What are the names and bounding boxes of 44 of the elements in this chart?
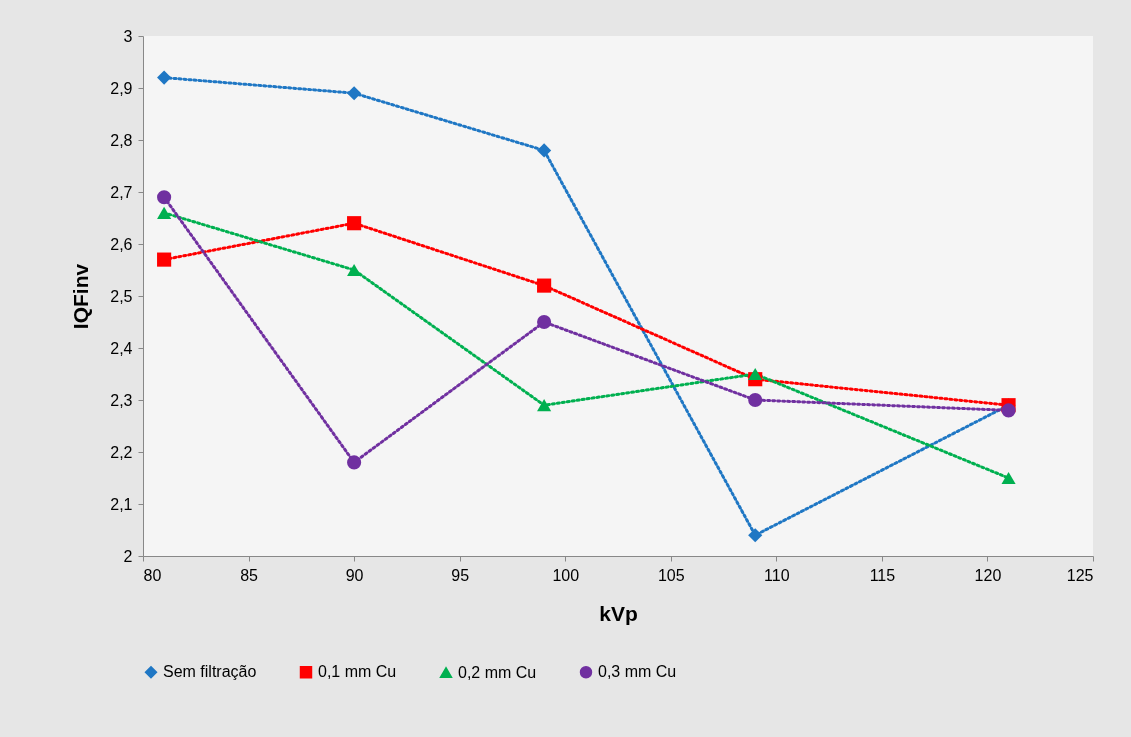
point (157, 190, 172, 205)
legend-label: 0,3 mm Cu (598, 663, 677, 681)
point (537, 278, 552, 293)
y-tick-label: 2,2 (110, 443, 133, 461)
x-axis-title: kVp (599, 601, 638, 625)
x-tick-label: 115 (869, 566, 896, 584)
x-tick-label: 110 (764, 566, 790, 584)
point (347, 216, 362, 231)
y-tick-label: 2,8 (110, 131, 133, 149)
y-tick-label: 3 (123, 27, 133, 45)
point (1001, 471, 1016, 485)
x-tick-label: 105 (657, 566, 685, 584)
x-tick-label: 90 (345, 566, 364, 584)
x-tick-label: 120 (974, 566, 1002, 584)
y-tick-label: 2 (123, 547, 133, 565)
point (1001, 403, 1016, 418)
point (157, 70, 172, 85)
x-tick-label: 100 (552, 566, 580, 584)
point (347, 86, 362, 101)
y-tick-label: 2,5 (110, 287, 133, 305)
y-tick-label: 2,7 (110, 183, 133, 201)
legend-label: Sem filtração (163, 663, 257, 681)
point (537, 143, 552, 158)
legend-label: 0,1 mm Cu (318, 663, 397, 681)
point (537, 399, 552, 412)
y-axis-title: IQFinv (69, 263, 93, 330)
y-tick-label: 2,6 (110, 235, 133, 253)
x-tick-label: 80 (143, 566, 162, 584)
y-tick-label: 2,9 (110, 79, 133, 97)
point (157, 252, 172, 267)
x-tick-label: 85 (240, 566, 259, 584)
y-tick-label: 2,1 (110, 495, 133, 513)
point (347, 455, 362, 470)
point (157, 206, 172, 219)
point (748, 528, 763, 543)
point (537, 314, 552, 330)
x-tick-label: 95 (451, 566, 470, 584)
point (748, 367, 763, 381)
y-tick-label: 2,4 (110, 339, 133, 357)
point (748, 392, 763, 408)
legend-label: 0,2 mm Cu (458, 663, 537, 681)
y-tick-label: 2,3 (110, 391, 133, 409)
x-tick-label: 125 (1066, 566, 1094, 584)
point (347, 263, 362, 277)
